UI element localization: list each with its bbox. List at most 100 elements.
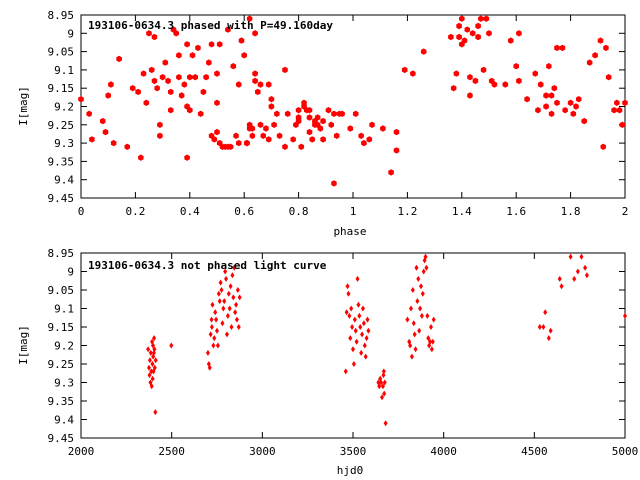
- data-point: [215, 342, 220, 349]
- data-point: [393, 147, 400, 154]
- data-point: [165, 77, 171, 85]
- y-axis-label: I[mag]: [17, 86, 30, 126]
- data-point: [430, 338, 435, 345]
- data-point: [147, 372, 152, 379]
- data-point: [597, 37, 604, 44]
- x-tick-label: 5000: [612, 445, 639, 458]
- data-point: [306, 107, 313, 114]
- data-point: [516, 30, 522, 37]
- unphased-light-curve-panel: 8.95 9 9.05 9.1 9.15 9.2 9.25 9.3 9.35 9.4 9.45 20…: [17, 247, 638, 477]
- data-point: [415, 298, 420, 305]
- data-point: [231, 294, 236, 301]
- x-tick-label: 0.8: [289, 205, 309, 218]
- data-point: [543, 309, 548, 316]
- data-point: [86, 110, 92, 117]
- data-point: [513, 63, 519, 70]
- y-tick-label: 9.15: [48, 82, 75, 95]
- data-point: [352, 110, 359, 117]
- data-point: [351, 346, 355, 353]
- data-point: [339, 110, 345, 117]
- data-point: [600, 143, 606, 150]
- data-point: [189, 52, 196, 59]
- data-point: [235, 287, 240, 293]
- data-point: [358, 132, 364, 139]
- y-tick-label: 8.95: [48, 247, 75, 260]
- data-point: [234, 316, 239, 323]
- data-point: [543, 103, 549, 110]
- data-point: [475, 33, 481, 41]
- y-tick-label: 9: [67, 27, 74, 40]
- data-point: [284, 110, 291, 117]
- data-point: [100, 117, 106, 125]
- data-point: [168, 107, 174, 114]
- data-point: [234, 301, 239, 308]
- data-point: [181, 81, 188, 88]
- data-point: [226, 290, 231, 297]
- x-tick-label: 0.6: [234, 205, 254, 218]
- data-point: [362, 342, 367, 349]
- data-point: [210, 301, 215, 308]
- data-point: [354, 338, 359, 345]
- data-point: [236, 139, 242, 147]
- data-point: [623, 312, 627, 319]
- x-tick-label: 2500: [158, 445, 185, 458]
- data-point: [205, 349, 210, 356]
- data-point: [491, 81, 498, 88]
- data-point: [151, 33, 158, 41]
- data-point: [351, 361, 356, 367]
- data-point: [268, 103, 275, 110]
- data-point: [409, 353, 414, 360]
- data-point: [227, 143, 234, 150]
- data-point: [221, 305, 226, 312]
- data-point: [252, 77, 258, 85]
- data-point: [147, 357, 152, 364]
- data-point: [195, 44, 201, 52]
- data-point: [483, 15, 490, 22]
- y-tick-label: 8.95: [48, 9, 75, 22]
- data-point: [350, 324, 355, 330]
- y-tick-label: 9.45: [48, 192, 75, 205]
- x-tick-label: 1.8: [561, 205, 581, 218]
- data-point: [135, 88, 141, 96]
- y-tick-label: 9.2: [54, 101, 74, 114]
- data-point: [572, 275, 577, 282]
- data-point: [421, 268, 426, 275]
- data-point: [453, 70, 460, 77]
- data-points: [146, 253, 627, 427]
- data-point: [411, 320, 416, 327]
- data-point: [184, 154, 190, 161]
- data-point: [159, 74, 166, 81]
- data-point: [265, 81, 272, 88]
- data-point: [108, 81, 114, 88]
- data-point: [345, 283, 350, 290]
- data-point: [140, 70, 147, 77]
- data-point: [290, 136, 296, 143]
- data-point: [361, 139, 367, 147]
- y-axis-label: I[mag]: [17, 325, 30, 365]
- data-point: [554, 99, 560, 106]
- data-point: [360, 305, 365, 312]
- data-point: [347, 312, 352, 319]
- data-point: [157, 132, 163, 139]
- data-point: [105, 92, 111, 99]
- data-point: [214, 128, 220, 136]
- data-point: [219, 287, 224, 293]
- data-point: [535, 107, 541, 114]
- data-point: [357, 312, 362, 319]
- data-point: [228, 283, 233, 290]
- x-tick-label: 1: [350, 205, 357, 218]
- data-point: [622, 99, 628, 106]
- y-axis-ticks: 8.95 9 9.05 9.1 9.15 9.2 9.25 9.3 9.35 9.4 9.45: [48, 247, 625, 445]
- data-point: [187, 74, 193, 81]
- data-point: [576, 96, 582, 103]
- data-point: [380, 383, 385, 390]
- data-point: [548, 92, 555, 99]
- x-axis-ticks: 2000 2500 3000 3500 4000 4500 5000: [68, 253, 639, 458]
- data-point: [428, 338, 433, 345]
- y-tick-label: 9.1: [54, 64, 74, 77]
- data-point: [207, 364, 212, 371]
- data-point: [464, 26, 470, 33]
- data-point: [425, 312, 430, 319]
- data-point: [276, 132, 283, 139]
